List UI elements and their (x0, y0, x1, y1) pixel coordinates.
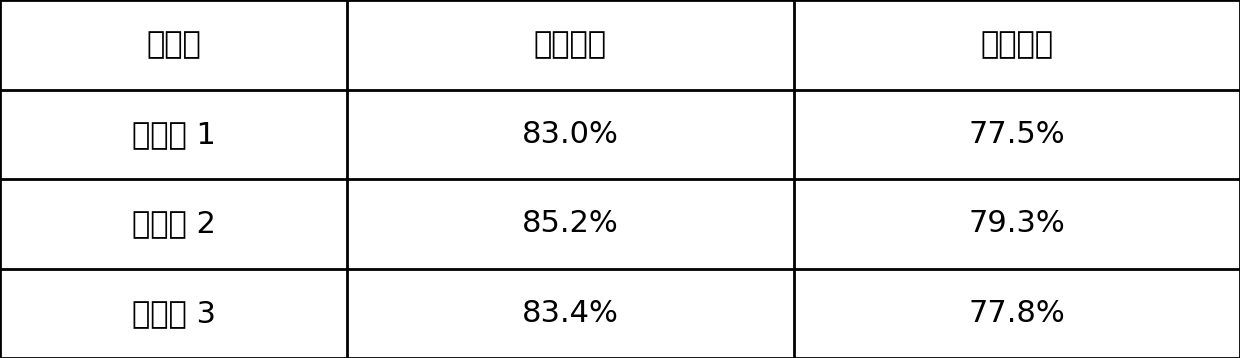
Text: 实施例 3: 实施例 3 (131, 299, 216, 328)
Text: 实施例: 实施例 (146, 30, 201, 59)
Text: 77.8%: 77.8% (968, 299, 1065, 328)
Text: 实施例 1: 实施例 1 (131, 120, 216, 149)
Text: 能量效率: 能量效率 (981, 30, 1053, 59)
Text: 83.4%: 83.4% (522, 299, 619, 328)
Text: 85.2%: 85.2% (522, 209, 619, 238)
Text: 83.0%: 83.0% (522, 120, 619, 149)
Text: 79.3%: 79.3% (968, 209, 1065, 238)
Text: 77.5%: 77.5% (968, 120, 1065, 149)
Text: 实施例 2: 实施例 2 (131, 209, 216, 238)
Text: 电流效率: 电流效率 (534, 30, 606, 59)
